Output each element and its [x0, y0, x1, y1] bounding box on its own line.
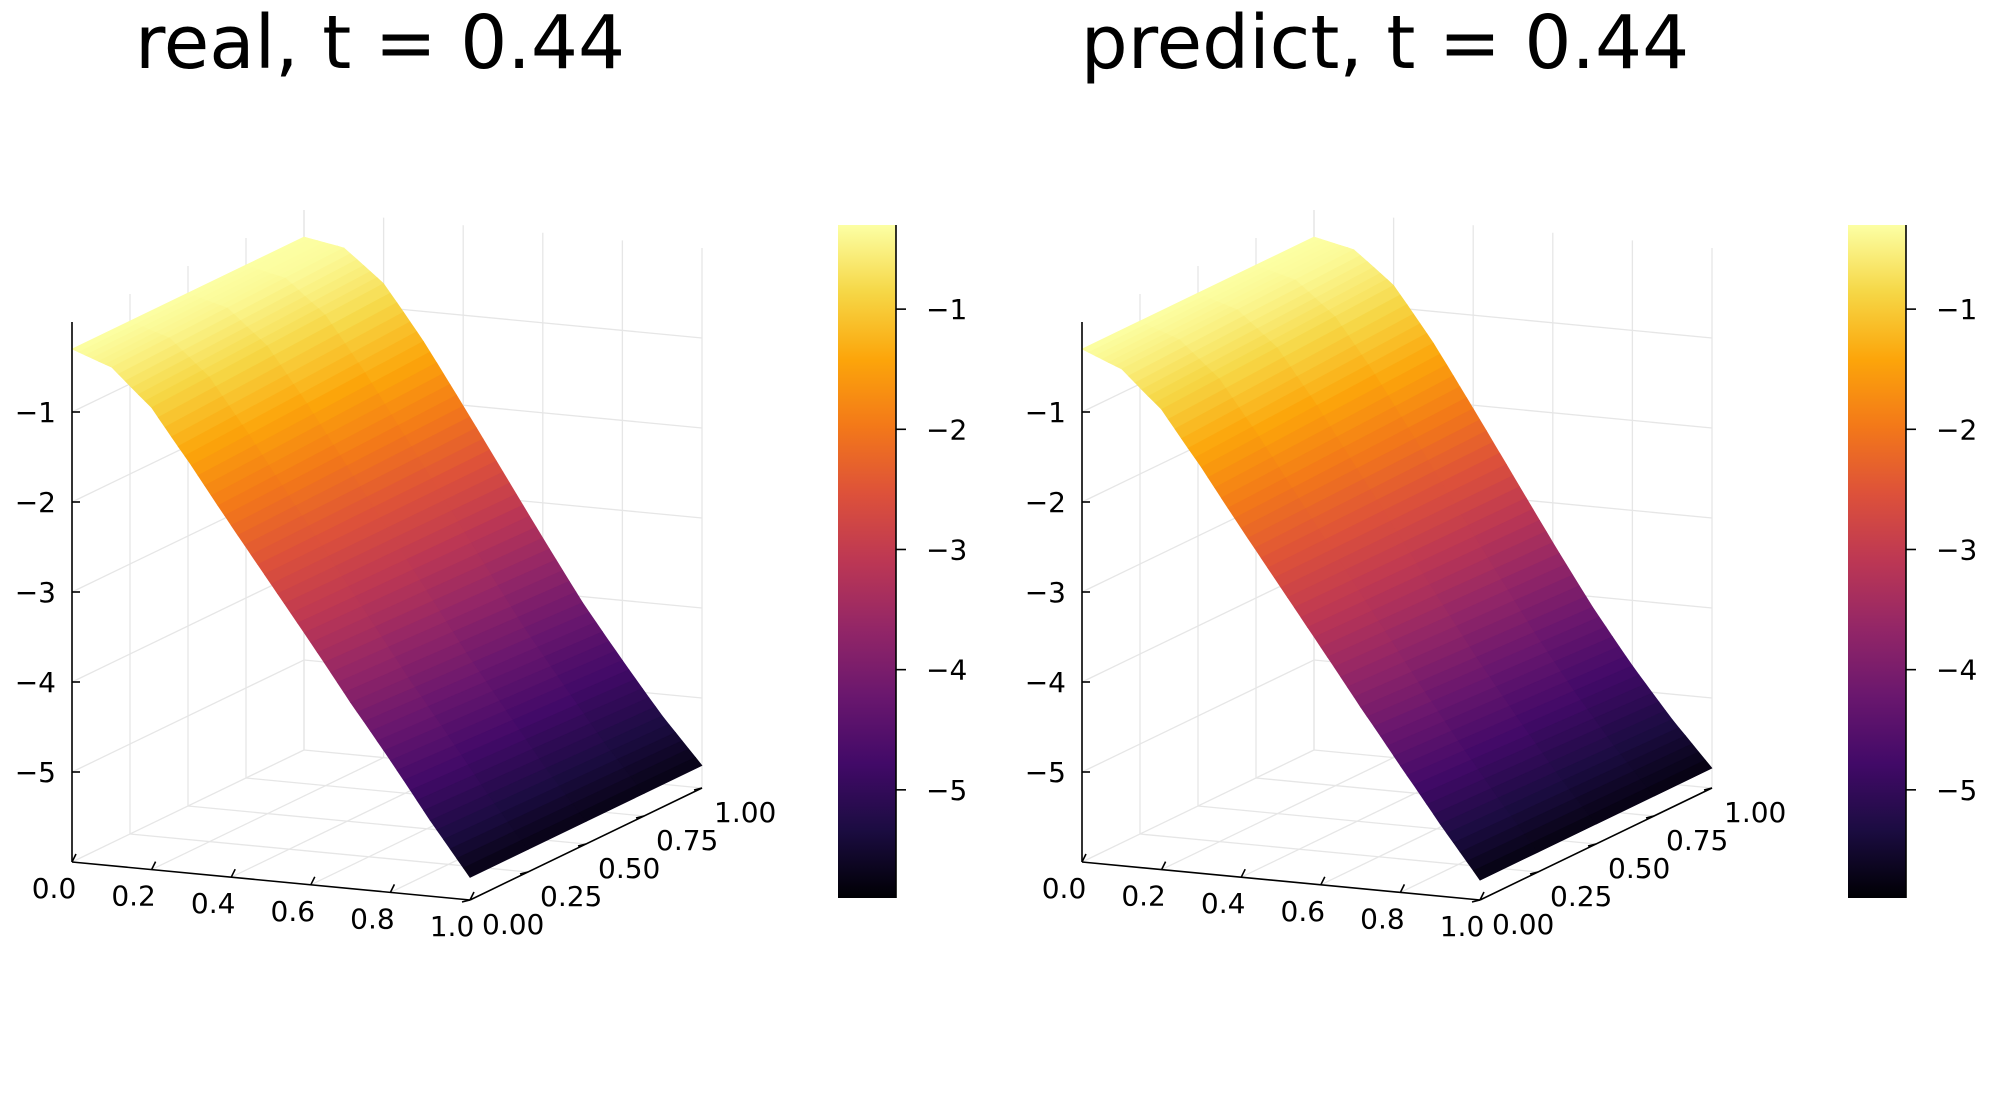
surface-patch	[636, 756, 703, 794]
y-tick-label: 0.75	[1666, 824, 1728, 857]
colorbar-tick-label: −2	[926, 413, 967, 446]
colorbar-tick-label: −4	[926, 654, 967, 687]
colorbar-tick-label: −3	[1936, 533, 1977, 566]
x-tick-mark	[389, 884, 396, 893]
x-tick-mark	[71, 853, 77, 863]
z-tick-label: −3	[1025, 576, 1066, 609]
colorbar-tick-label: −3	[926, 533, 967, 566]
y-axis-ticks: 0.00 0.25 0.50 0.75 1.00	[482, 796, 776, 941]
x-tick-mark	[1240, 868, 1246, 878]
colorbar-tick-label: −4	[1936, 654, 1977, 687]
y-tick-label: 1.00	[714, 796, 776, 829]
colorbar-tick-label: −5	[1936, 774, 1977, 807]
z-tick-label: −4	[15, 666, 56, 699]
y-tick-mark	[635, 815, 645, 819]
x-tick-label: 1.0	[430, 910, 475, 943]
colorbar-tick-label: −5	[926, 774, 967, 807]
x-axis-line	[1081, 861, 1481, 901]
x-tick-mark	[230, 868, 236, 878]
z-tick-label: −1	[15, 396, 56, 429]
x-tick-label: 1.0	[1440, 910, 1485, 943]
y-tick-mark	[461, 899, 471, 903]
chart-title: predict, t = 0.44	[1081, 0, 1689, 86]
z-axis-ticks: −1 −2 −3 −4 −5	[15, 396, 56, 789]
x-tick-mark	[1320, 876, 1326, 886]
x-tick-mark	[1160, 861, 1167, 870]
panel-predict: predict, t = 0.44 0.0 0.2 0.4 0.6 0.8 1.…	[1025, 0, 1978, 943]
x-tick-mark	[150, 861, 157, 870]
x-tick-label: 0.8	[1360, 902, 1405, 935]
colorbar-gradient	[838, 225, 896, 898]
colorbar-tick-label: −2	[1936, 413, 1977, 446]
x-axis-line	[71, 861, 471, 901]
y-tick-label: 0.00	[482, 908, 544, 941]
y-tick-label: 1.00	[1724, 796, 1786, 829]
y-tick-mark	[519, 871, 529, 875]
z-tick-label: −1	[1025, 396, 1066, 429]
colorbar: −1 −2 −3 −4 −5	[1848, 225, 1977, 898]
x-tick-label: 0.0	[1042, 872, 1087, 905]
x-tick-label: 0.0	[32, 872, 77, 905]
z-tick-label: −5	[15, 756, 56, 789]
y-tick-label: 0.50	[1608, 852, 1670, 885]
z-tick-label: −5	[1025, 756, 1066, 789]
y-tick-mark	[1703, 787, 1713, 791]
x-tick-label: 0.4	[1201, 887, 1246, 920]
x-tick-mark	[469, 891, 475, 901]
x-tick-label: 0.2	[111, 880, 156, 913]
y-tick-mark	[1645, 815, 1655, 819]
colorbar-gradient	[1848, 225, 1906, 898]
axes	[1081, 322, 1713, 903]
z-tick-label: −2	[1025, 486, 1066, 519]
colorbar-ticks: −1 −2 −3 −4 −5	[1905, 225, 1977, 898]
x-axis-ticks: 0.0 0.2 0.4 0.6 0.8 1.0	[1042, 872, 1485, 943]
x-tick-label: 0.6	[1281, 895, 1326, 928]
z-tick-label: −3	[15, 576, 56, 609]
colorbar-ticks: −1 −2 −3 −4 −5	[895, 225, 967, 898]
y-tick-mark	[1529, 871, 1539, 875]
axes	[71, 322, 703, 903]
z-axis-ticks: −1 −2 −3 −4 −5	[1025, 396, 1066, 789]
x-axis-ticks: 0.0 0.2 0.4 0.6 0.8 1.0	[32, 872, 475, 943]
y-axis-ticks: 0.00 0.25 0.50 0.75 1.00	[1492, 796, 1786, 941]
y-tick-label: 0.25	[1550, 880, 1612, 913]
x-tick-mark	[1479, 891, 1485, 901]
y-tick-label: 0.00	[1492, 908, 1554, 941]
surface-plot	[71, 236, 703, 878]
y-tick-mark	[1471, 899, 1481, 903]
z-tick-label: −4	[1025, 666, 1066, 699]
y-tick-mark	[1587, 843, 1597, 847]
x-tick-mark	[310, 876, 316, 886]
panel-real: real, t = 0.44 0.0 0.2 0.4 0.6 0.8 1.0 0…	[15, 0, 968, 943]
y-tick-mark	[577, 843, 587, 847]
x-tick-label: 0.2	[1121, 880, 1166, 913]
colorbar: −1 −2 −3 −4 −5	[838, 225, 967, 898]
x-tick-label: 0.4	[191, 887, 236, 920]
x-tick-mark	[1399, 884, 1406, 893]
x-tick-label: 0.8	[350, 902, 395, 935]
colorbar-tick-label: −1	[926, 293, 967, 326]
y-tick-label: 0.75	[656, 824, 718, 857]
colorbar-tick-label: −1	[1936, 293, 1977, 326]
chart-title: real, t = 0.44	[135, 0, 625, 86]
x-tick-mark	[1081, 853, 1087, 863]
y-tick-mark	[693, 787, 703, 791]
y-tick-label: 0.25	[540, 880, 602, 913]
y-tick-label: 0.50	[598, 852, 660, 885]
surface-plot	[1081, 236, 1713, 881]
z-tick-label: −2	[15, 486, 56, 519]
surface-patch	[1646, 759, 1713, 797]
x-tick-label: 0.6	[271, 895, 316, 928]
